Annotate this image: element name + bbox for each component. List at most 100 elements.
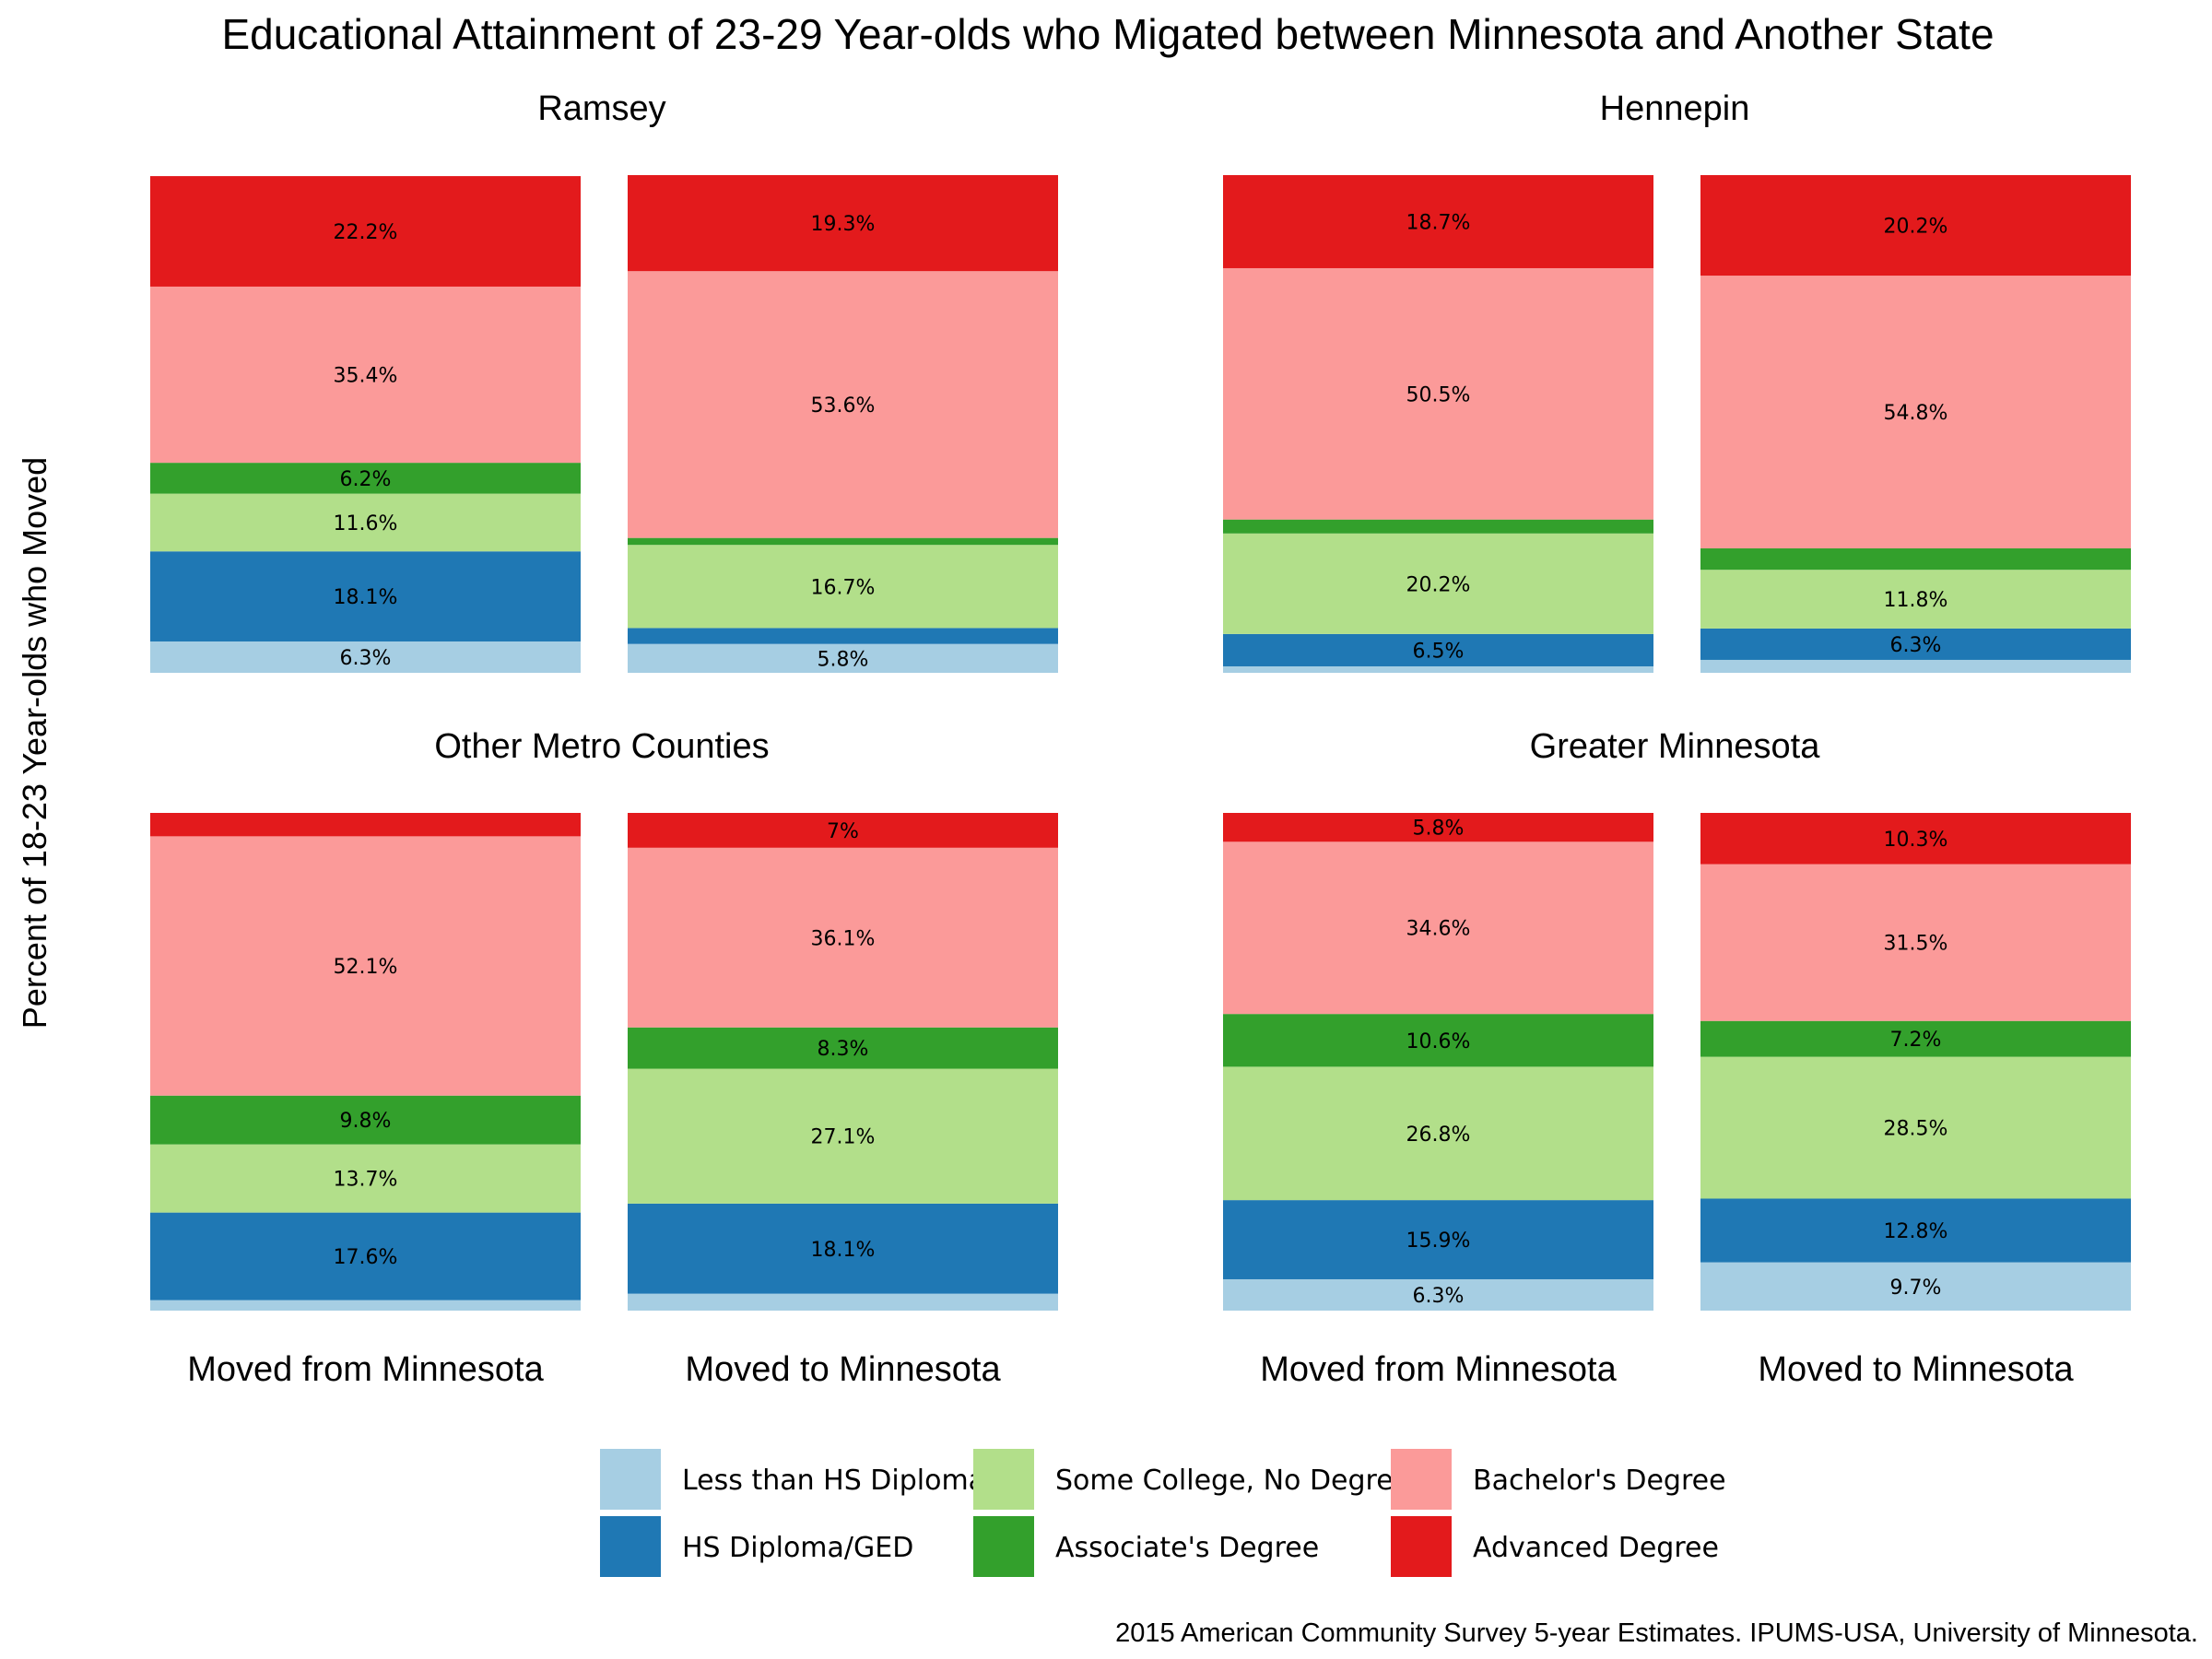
data-label: 9.7% — [1890, 1277, 1942, 1300]
legend-key — [600, 1449, 661, 1510]
bar-segment-associate-s-degree — [1223, 519, 1653, 534]
legend: Less than HS Diploma HS Diploma/GED Some C… — [600, 1449, 1726, 1577]
panel-ramsey: Ramsey 6.3% 18.1% 11.6% 6.2% 35.4% 22.2% 5.8% 16… — [150, 89, 1058, 673]
bar-segment-bachelor-s-degree — [1700, 276, 2131, 548]
bar-segment-less-than-hs-diploma — [628, 643, 1058, 673]
bar-segment-some-college-no-degree — [628, 1068, 1058, 1204]
bar-segment-hs-diploma-ged — [150, 1212, 581, 1300]
bar-moved-to-minnesota: 9.7% 12.8% 28.5% 7.2% 31.5% 10.3% — [1700, 813, 2131, 1311]
chart-caption: 2015 American Community Survey 5-year Es… — [1115, 1618, 2198, 1648]
data-label: 9.8% — [340, 1110, 392, 1133]
data-label: 7% — [827, 820, 859, 843]
bar-segment-associate-s-degree — [150, 463, 581, 494]
data-label: 54.8% — [1884, 402, 1948, 425]
data-label: 11.6% — [334, 512, 398, 535]
bar-moved-to-minnesota: 6.3% 11.8% 54.8% 20.2% — [1700, 175, 2131, 673]
bar-segment-less-than-hs-diploma — [1700, 1262, 2131, 1311]
data-label: 50.5% — [1406, 383, 1471, 406]
data-label: 6.3% — [1890, 634, 1942, 657]
bar-segment-some-college-no-degree — [1700, 570, 2131, 629]
bar-segment-advanced-degree — [1223, 175, 1653, 268]
bar-moved-to-minnesota: 18.1% 27.1% 8.3% 36.1% 7% — [628, 813, 1058, 1311]
data-label: 7.2% — [1890, 1029, 1942, 1052]
data-label: 12.8% — [1884, 1220, 1948, 1243]
panel-other-metro-counties: Other Metro Counties 17.6% 13.7% 9.8% 52.1% M… — [150, 727, 1058, 1389]
data-label: 28.5% — [1884, 1118, 1948, 1141]
data-label: 5.8% — [1413, 818, 1465, 841]
bar-segment-hs-diploma-ged — [150, 551, 581, 641]
data-label: 6.3% — [1413, 1285, 1465, 1308]
data-label: 16.7% — [811, 576, 876, 599]
bar-moved-from-minnesota: 6.3% 18.1% 11.6% 6.2% 35.4% 22.2% — [150, 176, 581, 673]
legend-key — [1391, 1449, 1452, 1510]
data-label: 20.2% — [1884, 216, 1948, 239]
data-label: 18.1% — [334, 586, 398, 609]
bar-segment-associate-s-degree — [1223, 1014, 1653, 1067]
bar-moved-to-minnesota: 5.8% 16.7% 53.6% 19.3% — [628, 175, 1058, 673]
data-label: 8.3% — [818, 1038, 869, 1061]
legend-item-hs-diploma-ged: HS Diploma/GED — [600, 1516, 913, 1577]
x-tick-label: Moved to Minnesota — [1758, 1350, 2074, 1389]
bar-segment-advanced-degree — [150, 176, 581, 287]
bar-segment-hs-diploma-ged — [1223, 1200, 1653, 1279]
panel-title: Hennepin — [1600, 89, 1750, 128]
legend-item-associate-s-degree: Associate's Degree — [973, 1516, 1319, 1577]
facet-panels: Ramsey 6.3% 18.1% 11.6% 6.2% 35.4% 22.2% 5.8% 16… — [150, 89, 2131, 1389]
data-label: 27.1% — [811, 1126, 876, 1149]
bar-segment-less-than-hs-diploma — [150, 1300, 581, 1311]
data-label: 5.8% — [818, 648, 869, 671]
bar-segment-less-than-hs-diploma — [150, 641, 581, 673]
legend-key — [600, 1516, 661, 1577]
chart-title: Educational Attainment of 23-29 Year-old… — [221, 10, 1994, 58]
x-tick-label: Moved from Minnesota — [1260, 1350, 1617, 1389]
data-label: 19.3% — [811, 213, 876, 236]
legend-label: Less than HS Diploma — [682, 1465, 985, 1497]
bar-segment-some-college-no-degree — [1700, 1056, 2131, 1199]
bar-segment-bachelor-s-degree — [628, 847, 1058, 1028]
bar-segment-hs-diploma-ged — [628, 1203, 1058, 1294]
data-label: 17.6% — [334, 1246, 398, 1269]
bar-segment-bachelor-s-degree — [628, 271, 1058, 538]
bar-segment-less-than-hs-diploma — [1223, 665, 1653, 673]
legend-label: Associate's Degree — [1055, 1532, 1319, 1564]
bar-segment-less-than-hs-diploma — [1223, 1278, 1653, 1311]
data-label: 10.3% — [1884, 829, 1948, 852]
data-label: 52.1% — [334, 956, 398, 979]
x-tick-label: Moved from Minnesota — [187, 1350, 544, 1389]
x-tick-label: Moved to Minnesota — [685, 1350, 1001, 1389]
bar-segment-some-college-no-degree — [628, 545, 1058, 629]
bar-segment-some-college-no-degree — [1223, 533, 1653, 634]
y-axis-label: Percent of 18-23 Year-olds who Moved — [16, 457, 53, 1029]
data-label: 6.5% — [1413, 640, 1465, 663]
panel-title: Greater Minnesota — [1530, 727, 1821, 766]
bar-segment-bachelor-s-degree — [1700, 864, 2131, 1021]
panel-hennepin: Hennepin 6.5% 20.2% 50.5% 18.7% 6.3% 11.8% 54.8… — [1223, 89, 2131, 673]
legend-key — [973, 1516, 1034, 1577]
bar-segment-less-than-hs-diploma — [628, 1293, 1058, 1311]
data-label: 6.2% — [340, 468, 392, 491]
bar-segment-bachelor-s-degree — [1223, 841, 1653, 1015]
data-label: 22.2% — [334, 221, 398, 244]
legend-key — [1391, 1516, 1452, 1577]
bar-segment-less-than-hs-diploma — [1700, 659, 2131, 673]
bar-segment-some-college-no-degree — [150, 493, 581, 552]
bar-segment-hs-diploma-ged — [1223, 633, 1653, 666]
bar-segment-bachelor-s-degree — [1223, 267, 1653, 520]
data-label: 6.3% — [340, 647, 392, 670]
data-label: 20.2% — [1406, 573, 1471, 596]
bar-segment-advanced-degree — [628, 813, 1058, 848]
data-label: 18.7% — [1406, 211, 1471, 234]
bar-segment-hs-diploma-ged — [1700, 628, 2131, 660]
bar-segment-bachelor-s-degree — [150, 836, 581, 1096]
data-label: 31.5% — [1884, 933, 1948, 956]
bar-segment-advanced-degree — [150, 813, 581, 837]
legend-item-advanced-degree: Advanced Degree — [1391, 1516, 1719, 1577]
bar-segment-some-college-no-degree — [150, 1144, 581, 1213]
bar-segment-hs-diploma-ged — [628, 628, 1058, 644]
bar-segment-associate-s-degree — [628, 1027, 1058, 1069]
data-label: 11.8% — [1884, 589, 1948, 612]
bar-segment-advanced-degree — [628, 175, 1058, 272]
legend-label: Bachelor's Degree — [1473, 1465, 1726, 1497]
legend-label: HS Diploma/GED — [682, 1532, 913, 1564]
